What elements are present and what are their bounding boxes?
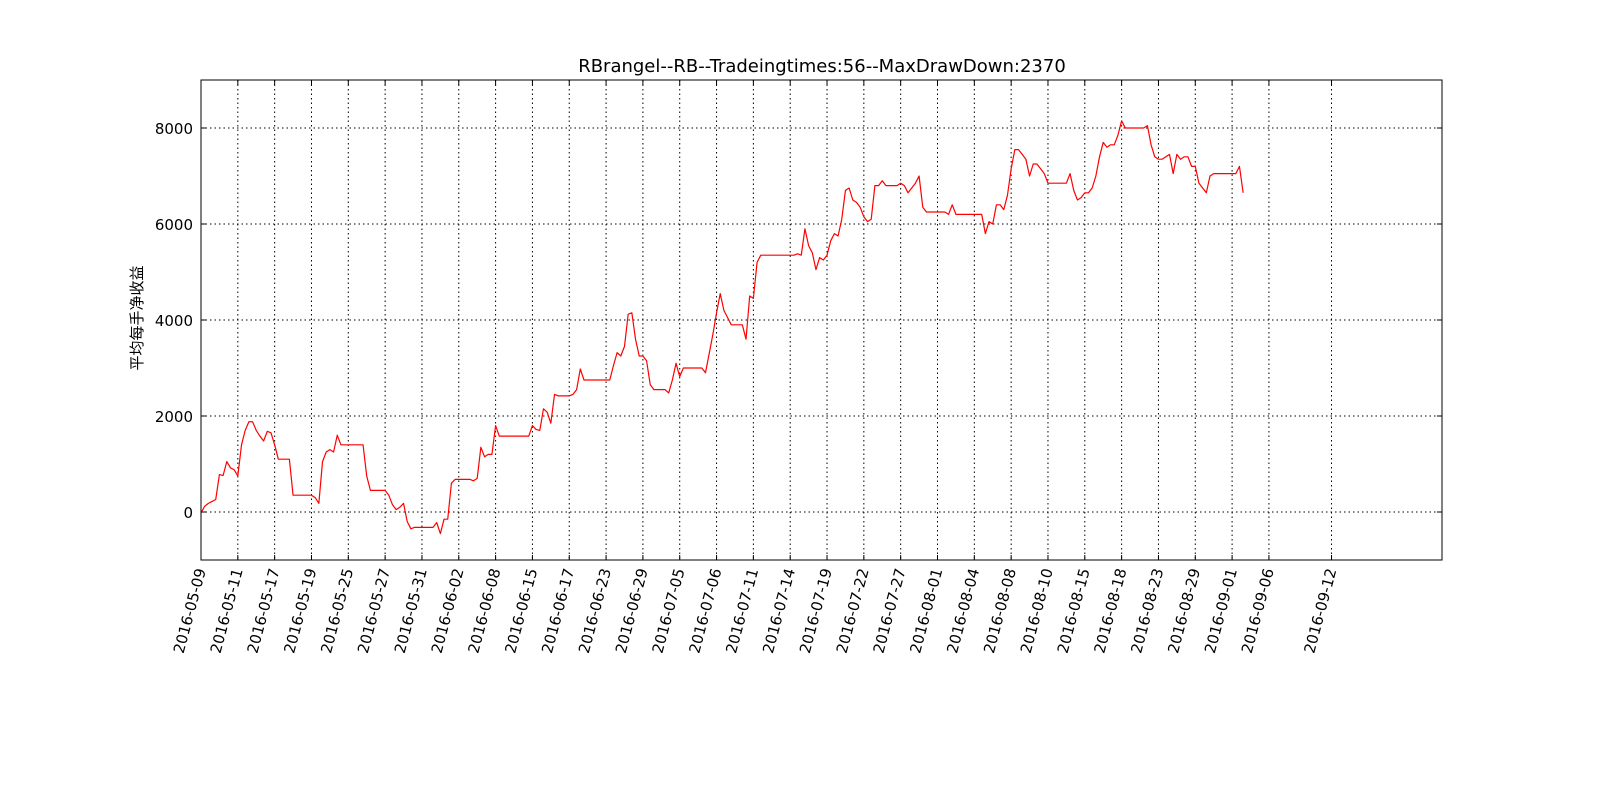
x-tick-label: 2016-07-14: [759, 566, 799, 655]
x-tick-label: 2016-06-02: [428, 566, 468, 655]
x-tick-label: 2016-07-05: [649, 566, 689, 655]
x-tick-label: 2016-06-08: [465, 566, 505, 655]
x-tick-label: 2016-05-25: [317, 566, 357, 655]
plot-area: 020004000600080002016-05-092016-05-11201…: [155, 79, 1443, 655]
x-tick-label: 2016-08-15: [1054, 566, 1094, 655]
chart-title: RBrangel--RB--Tradeingtimes:56--MaxDrawD…: [578, 56, 1066, 77]
x-tick-label: 2016-07-11: [722, 566, 762, 655]
y-tick-label: 0: [183, 504, 193, 522]
x-tick-label: 2016-08-23: [1127, 566, 1167, 655]
x-tick-label: 2016-06-17: [538, 566, 578, 655]
x-tick-label: 2016-06-15: [501, 566, 541, 655]
y-tick-label: 6000: [155, 216, 193, 234]
x-tick-label: 2016-09-12: [1300, 566, 1340, 655]
x-tick-label: 2016-05-11: [207, 566, 247, 655]
y-axis-label: 平均每手净收益: [128, 265, 146, 370]
y-tick-label: 8000: [155, 120, 193, 138]
x-tick-label: 2016-08-18: [1091, 566, 1131, 655]
x-tick-label: 2016-06-23: [575, 566, 615, 655]
y-tick-label: 2000: [155, 408, 193, 426]
x-tick-label: 2016-08-01: [906, 566, 946, 655]
x-tick-label: 2016-08-29: [1164, 566, 1204, 655]
y-tick-label: 4000: [155, 312, 193, 330]
x-tick-label: 2016-07-27: [870, 566, 910, 655]
x-tick-label: 2016-07-22: [833, 566, 873, 655]
x-tick-label: 2016-08-08: [980, 566, 1020, 655]
x-tick-label: 2016-06-29: [612, 566, 652, 655]
x-tick-label: 2016-05-31: [391, 566, 431, 655]
x-tick-label: 2016-07-19: [796, 566, 836, 655]
series-line: [200, 120, 1244, 535]
axes-frame: [200, 79, 1443, 561]
x-tick-label: 2016-09-01: [1201, 566, 1241, 655]
x-tick-label: 2016-05-27: [354, 566, 394, 655]
x-tick-label: 2016-08-10: [1017, 566, 1057, 655]
x-tick-label: 2016-08-04: [943, 566, 983, 655]
x-tick-label: 2016-05-17: [244, 566, 284, 655]
x-tick-label: 2016-05-09: [170, 566, 210, 655]
x-tick-label: 2016-05-19: [280, 566, 320, 655]
x-tick-label: 2016-09-06: [1238, 566, 1278, 655]
x-tick-label: 2016-07-06: [685, 566, 725, 655]
